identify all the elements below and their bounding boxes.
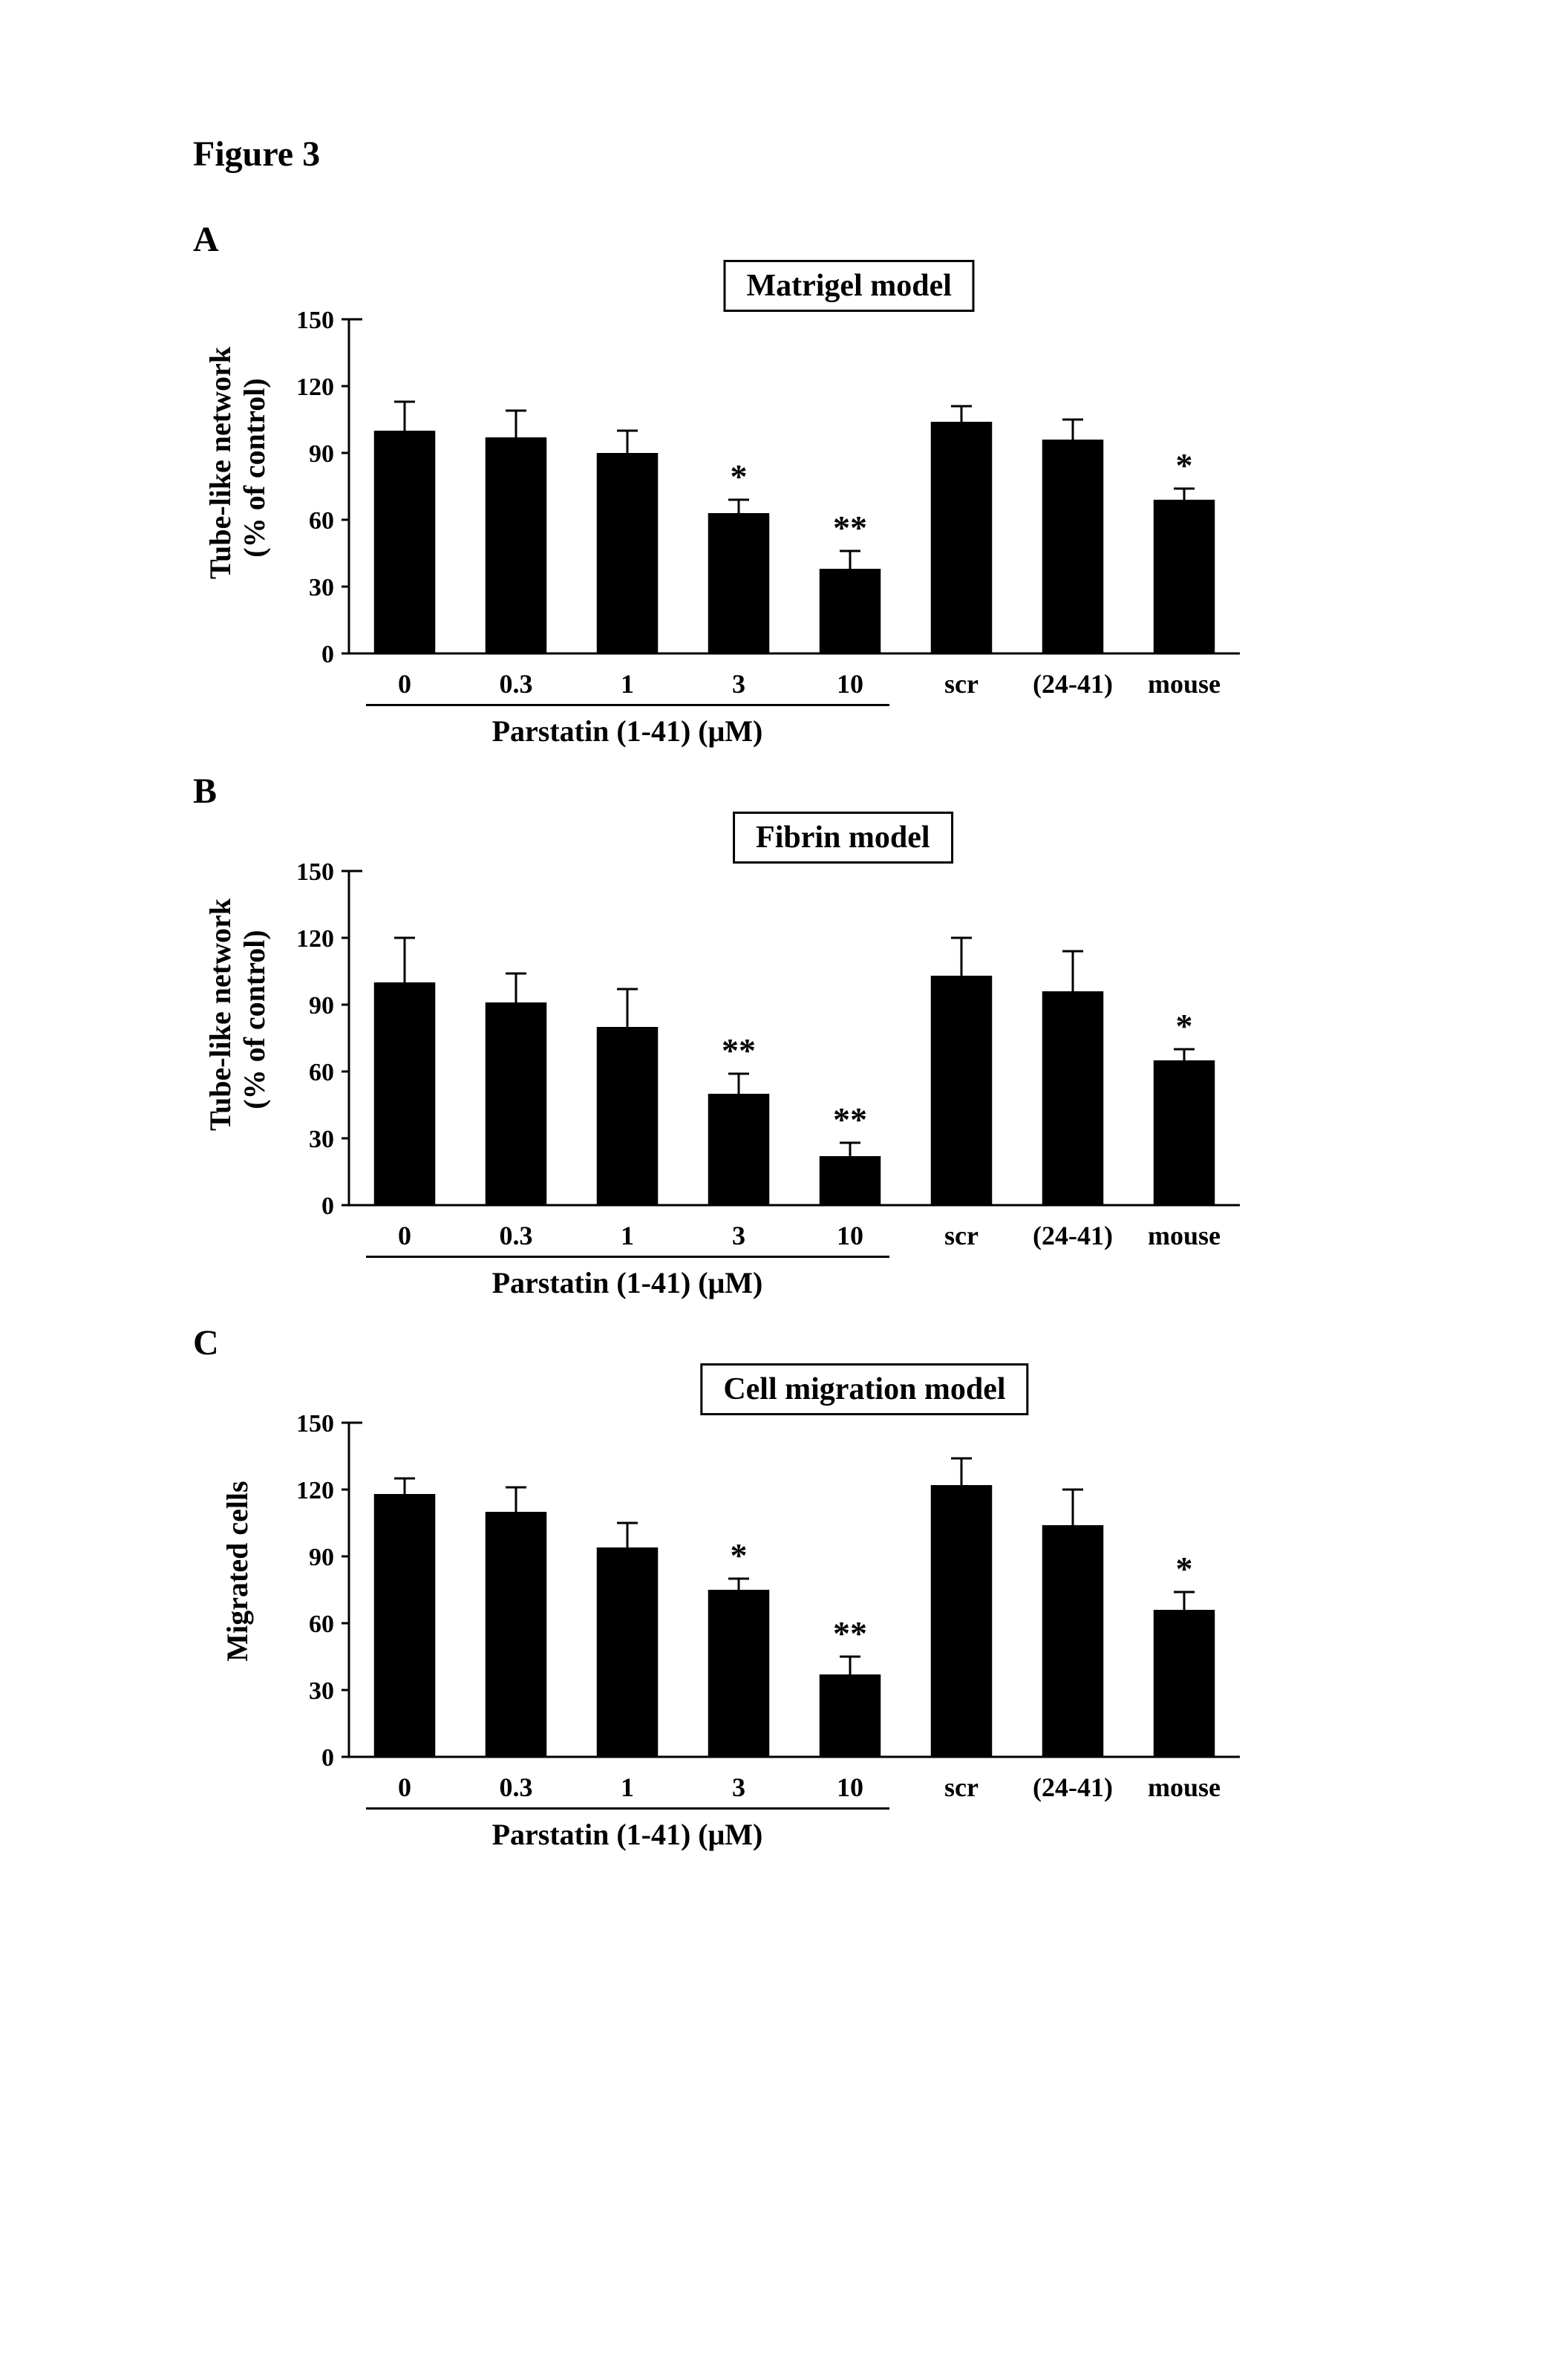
x-category-label: 3 xyxy=(683,1220,794,1251)
x-category-label: 0.3 xyxy=(460,668,572,699)
bar xyxy=(1042,1525,1104,1757)
figure-label: Figure 3 xyxy=(193,134,1375,174)
ytick-label: 60 xyxy=(309,1059,334,1086)
bar xyxy=(931,976,993,1205)
ytick-label: 120 xyxy=(296,925,334,953)
y-axis-label-wrap: Migrated cells xyxy=(37,1556,438,1586)
bar xyxy=(486,1512,547,1757)
x-axis-labels: 00.31310scr(24-41)mouse xyxy=(349,1220,1240,1251)
x-category-label: 10 xyxy=(794,1220,906,1251)
bar xyxy=(597,1547,659,1757)
ytick-label: 60 xyxy=(309,507,334,535)
bar xyxy=(1154,1060,1215,1205)
ytick-label: 30 xyxy=(309,1126,334,1153)
bar xyxy=(708,1590,770,1757)
significance-marker: * xyxy=(1176,1007,1193,1045)
x-category-label: 0 xyxy=(349,1772,460,1803)
chart-panel: Cell migration modelMigrated cells030609… xyxy=(223,1371,1375,1852)
bar xyxy=(597,453,659,653)
bar xyxy=(820,1156,881,1205)
panel-letter: C xyxy=(193,1322,1375,1363)
x-group-underline xyxy=(366,1807,889,1810)
bar xyxy=(1042,440,1104,653)
significance-marker: ** xyxy=(722,1031,756,1069)
bar xyxy=(597,1027,659,1205)
y-axis-label: Tube-like network (% of control) xyxy=(203,908,272,1131)
x-category-label: 3 xyxy=(683,668,794,699)
chart-title: Cell migration model xyxy=(700,1363,1028,1415)
bar xyxy=(708,513,770,653)
ytick-label: 30 xyxy=(309,1677,334,1705)
bar xyxy=(1154,500,1215,653)
chart-title: Matrigel model xyxy=(723,260,974,312)
x-category-label: 10 xyxy=(794,1772,906,1803)
x-group-underline xyxy=(366,1256,889,1258)
ytick-label: 30 xyxy=(309,574,334,601)
x-category-label: 1 xyxy=(572,1220,683,1251)
x-category-label: 0 xyxy=(349,1220,460,1251)
x-category-label: mouse xyxy=(1128,1772,1240,1803)
significance-marker: * xyxy=(1176,1550,1193,1588)
ytick-label: 150 xyxy=(296,307,334,334)
x-category-label: scr xyxy=(906,1220,1017,1251)
ytick-label: 0 xyxy=(321,1193,334,1220)
x-category-label: 0 xyxy=(349,668,460,699)
x-category-label: 0.3 xyxy=(460,1772,572,1803)
chart-panel: Matrigel modelTube-like network (% of co… xyxy=(223,267,1375,748)
x-category-label: scr xyxy=(906,1772,1017,1803)
ytick-label: 150 xyxy=(296,858,334,886)
significance-marker: ** xyxy=(833,1614,867,1652)
ytick-label: 0 xyxy=(321,1744,334,1772)
ytick-label: 60 xyxy=(309,1611,334,1638)
significance-marker: * xyxy=(731,1536,748,1574)
x-category-label: (24-41) xyxy=(1017,1772,1128,1803)
panel-letter: A xyxy=(193,219,1375,260)
x-category-label: scr xyxy=(906,668,1017,699)
x-category-label: mouse xyxy=(1128,1220,1240,1251)
x-category-label: mouse xyxy=(1128,668,1240,699)
y-axis-label: Tube-like network (% of control) xyxy=(203,356,272,579)
x-group-label: Parstatin (1-41) (μM) xyxy=(349,714,906,748)
x-axis-labels: 00.31310scr(24-41)mouse xyxy=(349,668,1240,699)
x-category-label: 0.3 xyxy=(460,1220,572,1251)
significance-marker: ** xyxy=(833,509,867,547)
ytick-label: 150 xyxy=(296,1410,334,1438)
y-axis-label: Migrated cells xyxy=(220,1481,255,1661)
ytick-label: 120 xyxy=(296,1477,334,1504)
x-category-label: (24-41) xyxy=(1017,1220,1128,1251)
x-category-label: 1 xyxy=(572,1772,683,1803)
y-axis-label-wrap: Tube-like network (% of control) xyxy=(37,453,438,483)
x-category-label: 1 xyxy=(572,668,683,699)
significance-marker: * xyxy=(731,457,748,495)
bar xyxy=(1154,1610,1215,1757)
chart-title: Fibrin model xyxy=(733,812,953,864)
bar xyxy=(820,569,881,653)
bar xyxy=(708,1094,770,1205)
x-category-label: 3 xyxy=(683,1772,794,1803)
significance-marker: * xyxy=(1176,446,1193,484)
x-group-label: Parstatin (1-41) (μM) xyxy=(349,1265,906,1300)
bar xyxy=(486,437,547,653)
x-group-label: Parstatin (1-41) (μM) xyxy=(349,1817,906,1852)
bar xyxy=(820,1674,881,1757)
bar xyxy=(1042,991,1104,1205)
significance-marker: ** xyxy=(833,1100,867,1138)
ytick-label: 120 xyxy=(296,373,334,401)
ytick-label: 0 xyxy=(321,641,334,668)
bar xyxy=(486,1002,547,1205)
x-category-label: 10 xyxy=(794,668,906,699)
bar xyxy=(374,1494,436,1757)
x-category-label: (24-41) xyxy=(1017,668,1128,699)
panel-letter: B xyxy=(193,771,1375,812)
x-axis-labels: 00.31310scr(24-41)mouse xyxy=(349,1772,1240,1803)
y-axis-label-wrap: Tube-like network (% of control) xyxy=(37,1005,438,1034)
x-group-underline xyxy=(366,704,889,706)
bar xyxy=(931,1485,993,1757)
chart-panel: Fibrin modelTube-like network (% of cont… xyxy=(223,819,1375,1300)
bar xyxy=(931,422,993,653)
